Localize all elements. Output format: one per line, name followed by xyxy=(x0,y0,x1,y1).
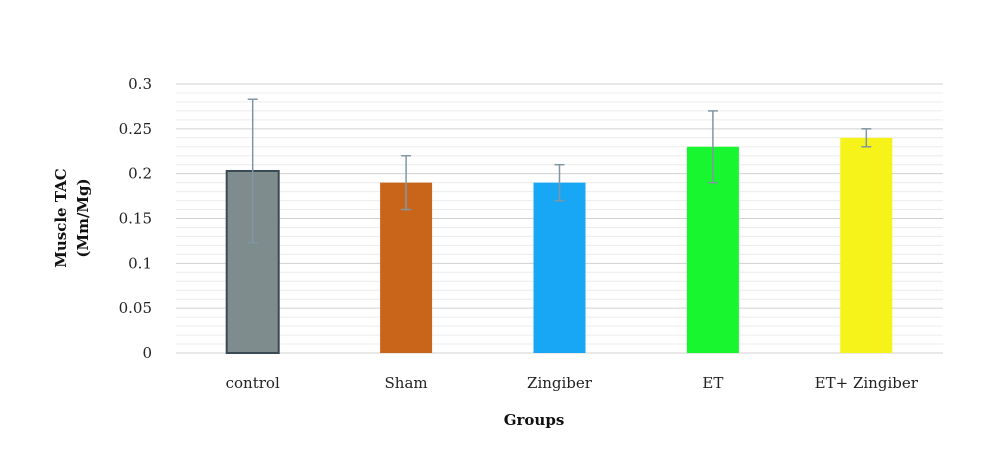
y-tick-labels: 0 0.05 0.1 0.15 0.2 0.25 0.3 xyxy=(119,75,152,362)
y-tick-label: 0 xyxy=(142,344,152,362)
y-tick-label: 0.05 xyxy=(119,299,152,317)
x-category-label: ET xyxy=(702,374,723,392)
x-category-labels: control Sham Zingiber ET ET+ Zingiber xyxy=(226,374,919,392)
error-bar xyxy=(401,154,412,211)
y-axis-title-line2: (Mm/Mg) xyxy=(74,178,92,257)
y-tick-label: 0.1 xyxy=(128,254,152,272)
x-category-label: control xyxy=(226,374,280,392)
y-tick-label: 0.3 xyxy=(128,75,152,93)
y-tick-label: 0.15 xyxy=(119,210,152,228)
x-category-label: Zingiber xyxy=(527,374,593,392)
x-category-label: Sham xyxy=(385,374,428,392)
error-bars xyxy=(247,98,872,244)
y-tick-label: 0.2 xyxy=(128,165,152,183)
bar-zingiber xyxy=(533,182,586,353)
y-axis-title-line1: Muscle TAC xyxy=(52,168,70,268)
bar-et-zingiber xyxy=(840,137,893,353)
bar-sham xyxy=(380,182,433,353)
y-tick-label: 0.25 xyxy=(119,120,152,138)
error-bar xyxy=(554,163,565,202)
x-category-label: ET+ Zingiber xyxy=(815,374,919,392)
error-bar xyxy=(707,110,718,184)
error-bar xyxy=(861,128,872,148)
error-bar xyxy=(247,98,258,244)
bars xyxy=(225,137,893,354)
x-axis-title: Groups xyxy=(504,411,565,429)
